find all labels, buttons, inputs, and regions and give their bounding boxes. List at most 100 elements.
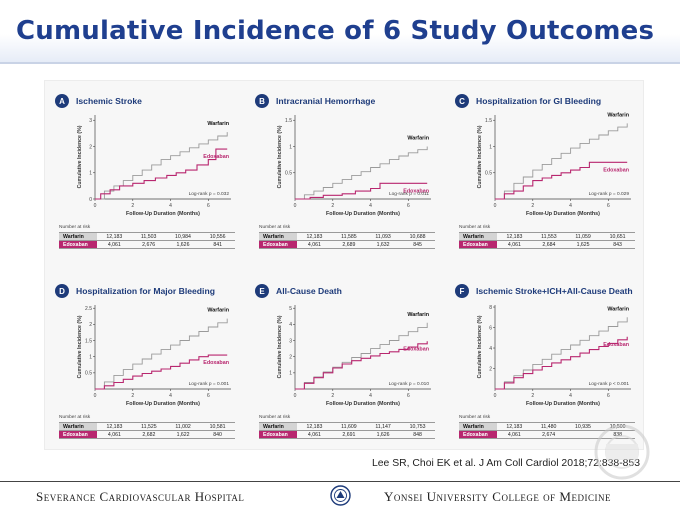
- risk-row-edoxaban: Edoxaban 4,061 2,691 1,626 848: [259, 430, 435, 439]
- series-label-edoxaban: Edoxaban: [603, 342, 629, 348]
- y-tick-label: 2: [89, 322, 92, 328]
- risk-row-label: Warfarin: [259, 422, 297, 431]
- risk-table-title: Number at risk: [459, 225, 491, 230]
- x-tick-label: 0: [294, 203, 297, 209]
- x-tick-label: 4: [369, 203, 372, 209]
- risk-cell: 12,183: [97, 232, 132, 241]
- header-divider: [0, 62, 680, 64]
- risk-cell: 10,581: [200, 422, 235, 431]
- slide-title: Cumulative Incidence of 6 Study Outcomes: [16, 16, 655, 46]
- risk-cell: 1,622: [165, 430, 201, 439]
- x-tick-label: 0: [94, 393, 97, 399]
- risk-cell: 11,480: [531, 422, 566, 431]
- y-tick-label: 4: [489, 346, 492, 352]
- risk-row-label: Edoxaban: [259, 430, 297, 439]
- y-tick-label: 3: [289, 338, 292, 344]
- x-tick-label: 4: [369, 393, 372, 399]
- risk-cell: 11,609: [331, 422, 366, 431]
- risk-cell: 2,689: [331, 240, 366, 249]
- series-line-edoxaban: [495, 336, 628, 390]
- x-axis-title: Follow-Up Duration (Months): [326, 211, 400, 217]
- risk-cell: 1,632: [365, 240, 401, 249]
- y-tick-label: 0.5: [285, 171, 292, 177]
- risk-cell: [565, 430, 601, 439]
- risk-cell: 2,691: [331, 430, 366, 439]
- series-line-warfarin: [495, 317, 628, 390]
- risk-cell: 10,935: [565, 422, 601, 431]
- y-tick-label: 6: [489, 325, 492, 331]
- series-line-warfarin: [495, 123, 628, 200]
- panel-e: E All-Cause Death 1 2 3 4 5 0 2 4 6 Cumulative Inci…: [249, 275, 439, 453]
- x-tick-label: 2: [131, 203, 134, 209]
- risk-table-title: Number at risk: [59, 225, 91, 230]
- panel-a: A Ischemic Stroke 0 1 2 3 0 2 4 6 Cumulative Incid…: [49, 85, 239, 263]
- risk-cell: 4,061: [497, 240, 532, 249]
- logrank-pvalue: Log-rank p < 0.001: [589, 381, 630, 387]
- panel-b: B Intracranial Hemorrhage 0.5 1 1.5 0 2 4 6 Cumul…: [249, 85, 439, 263]
- risk-cell: 10,688: [400, 232, 435, 241]
- risk-cell: 11,503: [131, 232, 166, 241]
- x-tick-label: 4: [569, 203, 572, 209]
- footer-hospital: Severance Cardiovascular Hospital: [36, 489, 245, 504]
- series-line-edoxaban: [95, 354, 228, 390]
- panel-title: Hospitalization for GI Bleeding: [476, 96, 602, 106]
- y-tick-label: 1: [289, 144, 292, 150]
- series-label-warfarin: Warfarin: [607, 112, 629, 118]
- series-line-warfarin: [95, 318, 228, 390]
- series-label-edoxaban: Edoxaban: [403, 346, 429, 352]
- risk-row-warfarin: Warfarin 12,183 11,585 11,093 10,688: [259, 232, 435, 241]
- footer-college: Yonsei University College of Medicine: [384, 489, 611, 504]
- risk-cell: 12,183: [297, 232, 332, 241]
- km-plot: 1 2 3 4 5 0 2 4 6 Cumulative Incidence (%) Follow-…: [277, 305, 431, 407]
- risk-cell: 845: [400, 240, 435, 249]
- x-tick-label: 0: [294, 393, 297, 399]
- y-tick-label: 1.5: [85, 338, 92, 344]
- y-tick-label: 8: [489, 305, 492, 311]
- logrank-pvalue: Log-rank p = 0.001: [189, 381, 230, 387]
- series-label-warfarin: Warfarin: [407, 312, 429, 318]
- y-axis-title: Cumulative Incidence (%): [277, 315, 283, 378]
- x-tick-label: 6: [607, 203, 610, 209]
- risk-cell: 1,625: [565, 240, 601, 249]
- x-tick-label: 2: [531, 203, 534, 209]
- y-tick-label: 1: [489, 144, 492, 150]
- x-axis-title: Follow-Up Duration (Months): [126, 401, 200, 407]
- x-tick-label: 0: [494, 203, 497, 209]
- x-tick-label: 4: [169, 393, 172, 399]
- km-plot: 0.5 1 1.5 2 2.5 0 2 4 6 Cumulative Incidence (%) F…: [77, 305, 231, 407]
- y-tick-label: 2: [89, 144, 92, 150]
- x-tick-label: 0: [94, 203, 97, 209]
- y-tick-label: 5: [289, 306, 292, 312]
- series-label-edoxaban: Edoxaban: [403, 188, 429, 194]
- university-emblem-icon: [330, 485, 351, 506]
- logrank-pvalue: Log-rank p = 0.010: [389, 381, 430, 387]
- risk-cell: 10,984: [165, 232, 201, 241]
- logrank-pvalue: Log-rank p = 0.029: [589, 191, 630, 197]
- x-axis-title: Follow-Up Duration (Months): [526, 211, 600, 217]
- y-tick-label: 4: [289, 322, 292, 328]
- risk-cell: 4,061: [97, 430, 132, 439]
- y-tick-label: 0: [89, 197, 92, 203]
- figure-area: A Ischemic Stroke 0 1 2 3 0 2 4 6 Cumulative Incid…: [44, 80, 644, 450]
- y-tick-label: 1.5: [485, 118, 492, 124]
- x-tick-label: 6: [207, 393, 210, 399]
- x-axis-title: Follow-Up Duration (Months): [126, 211, 200, 217]
- y-tick-label: 2: [489, 366, 492, 372]
- x-tick-label: 4: [569, 393, 572, 399]
- risk-row-edoxaban: Edoxaban 4,061 2,676 1,626 841: [59, 240, 235, 249]
- risk-row-label: Edoxaban: [59, 430, 97, 439]
- risk-cell: 11,525: [131, 422, 166, 431]
- series-line-warfarin: [95, 132, 228, 200]
- risk-row-label: Warfarin: [459, 422, 497, 431]
- panel-letter-badge: E: [255, 284, 269, 298]
- risk-cell: 10,651: [600, 232, 635, 241]
- series-line-edoxaban: [295, 182, 428, 200]
- risk-table: Warfarin 12,183 11,525 11,002 10,581 Edoxaban…: [59, 422, 235, 439]
- risk-row-warfarin: Warfarin 12,183 11,525 11,002 10,581: [59, 422, 235, 431]
- series-line-warfarin: [295, 146, 428, 200]
- panel-title: Ischemic Stroke: [76, 96, 142, 106]
- risk-cell: 11,585: [331, 232, 366, 241]
- risk-cell: 12,183: [297, 422, 332, 431]
- y-tick-label: 1.5: [285, 118, 292, 124]
- panel-title: Intracranial Hemorrhage: [276, 96, 376, 106]
